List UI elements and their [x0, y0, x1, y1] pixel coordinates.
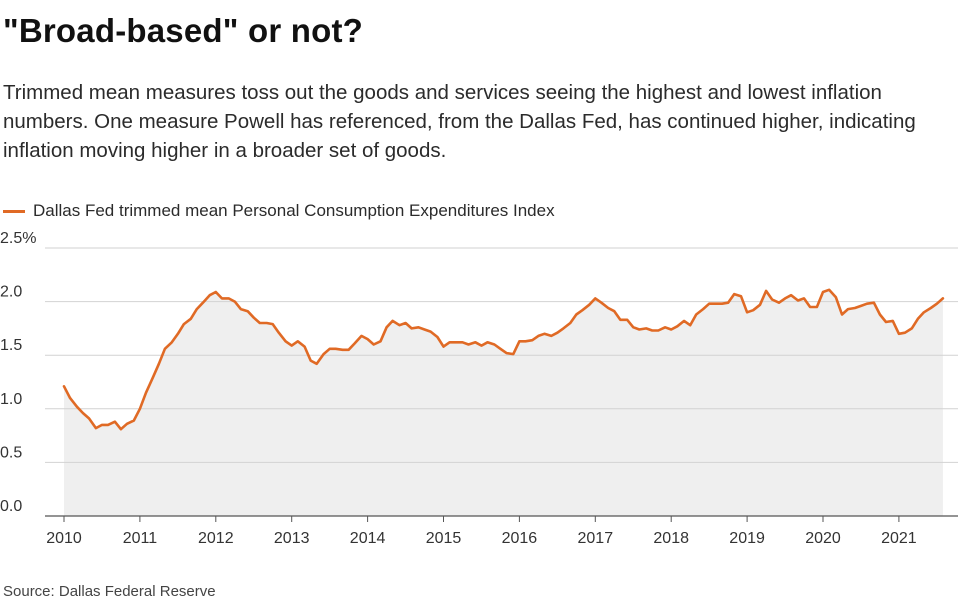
x-tick-label: 2017 — [578, 530, 614, 547]
y-tick-label: 2.5% — [0, 230, 36, 247]
y-tick-label: 0.5 — [0, 444, 22, 461]
legend-swatch — [3, 209, 25, 213]
legend-label: Dallas Fed trimmed mean Personal Consump… — [33, 201, 555, 220]
y-tick-label: 1.0 — [0, 391, 22, 408]
x-tick-label: 2012 — [198, 530, 234, 547]
series-line — [62, 288, 945, 431]
chart-plot: 2.5% 2.0 1.5 1.0 0.5 0.0 2010 2011 2012 2013 2014 2… — [0, 230, 958, 547]
x-tick-label: 2014 — [350, 530, 386, 547]
x-tick-label: 2010 — [46, 530, 82, 547]
series-area-fill — [64, 289, 943, 516]
x-tick-label: 2020 — [805, 530, 841, 547]
x-tick-label: 2018 — [653, 530, 689, 547]
x-tick-label: 2021 — [881, 530, 917, 547]
chart-subtitle: Trimmed mean measures toss out the goods… — [3, 81, 916, 162]
y-tick-label: 0.0 — [0, 498, 22, 515]
chart-title: "Broad-based" or not? — [3, 12, 363, 49]
x-tick-label: 2013 — [274, 530, 310, 547]
x-tick-label: 2011 — [123, 530, 158, 547]
x-tick-label: 2019 — [729, 530, 765, 547]
x-tick-label: 2015 — [426, 530, 462, 547]
x-tick-label: 2016 — [502, 530, 538, 547]
y-tick-label: 1.5 — [0, 337, 22, 354]
source-note: Source: Dallas Federal Reserve — [3, 583, 216, 600]
legend: Dallas Fed trimmed mean Personal Consump… — [3, 199, 555, 223]
y-tick-label: 2.0 — [0, 284, 22, 301]
